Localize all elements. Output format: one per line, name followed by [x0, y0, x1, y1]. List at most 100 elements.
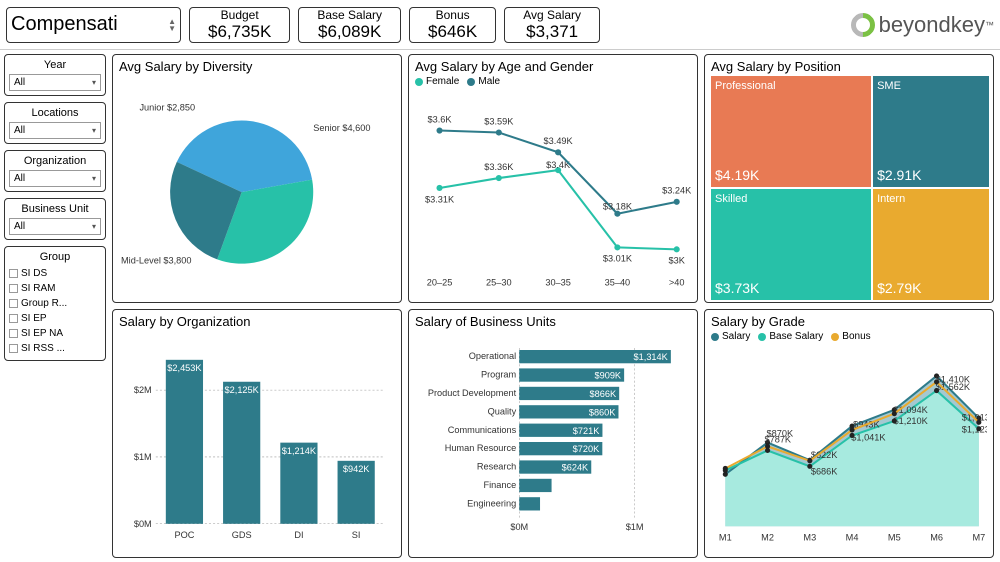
area-point[interactable] — [850, 433, 855, 438]
area-point[interactable] — [934, 379, 939, 384]
filter-select[interactable]: All ▾ — [9, 122, 101, 139]
checkbox-icon[interactable] — [9, 344, 18, 353]
logo: beyondkey ™ — [851, 12, 994, 38]
chevron-down-icon: ▾ — [92, 174, 96, 183]
y-axis-label: Research — [477, 462, 516, 472]
logo-tm: ™ — [985, 20, 994, 30]
x-axis-label: >40 — [669, 278, 685, 288]
chevron-down-icon: ▾ — [92, 78, 96, 87]
treemap-cell[interactable]: Intern $2.79K — [873, 189, 989, 300]
y-axis-label: Communications — [448, 425, 517, 435]
filter-select[interactable]: All ▾ — [9, 170, 101, 187]
y-axis-label: $1M — [134, 452, 152, 462]
checkbox-icon[interactable] — [9, 269, 18, 278]
area-point[interactable] — [976, 426, 981, 431]
y-axis-label: Quality — [488, 406, 517, 416]
bar-value-label: $866K — [590, 389, 617, 399]
filter-label: Locations — [9, 107, 101, 119]
x-axis-label: GDS — [232, 530, 252, 540]
kpi-label: Bonus — [428, 8, 477, 22]
title-spinner[interactable]: ▲ ▼ — [168, 18, 176, 32]
treemap-cell[interactable]: Skilled $3.73K — [711, 189, 871, 300]
area-point[interactable] — [765, 444, 770, 449]
chevron-down-icon: ▾ — [92, 222, 96, 231]
legend-item: Female — [415, 76, 459, 87]
line-legend: FemaleMale — [415, 76, 691, 87]
x-axis-label: $1M — [626, 522, 644, 532]
bar-value-label: $624K — [562, 463, 589, 473]
checkbox-icon[interactable] — [9, 314, 18, 323]
legend-item: Base Salary — [758, 331, 823, 342]
area-point[interactable] — [807, 458, 812, 463]
line-point[interactable] — [674, 246, 680, 252]
area-point[interactable] — [976, 420, 981, 425]
area-point[interactable] — [850, 427, 855, 432]
y-axis-label: Human Resource — [445, 443, 517, 453]
filter-organization: Organization All ▾ — [4, 150, 106, 192]
checkbox-icon[interactable] — [9, 299, 18, 308]
filter-locations: Locations All ▾ — [4, 102, 106, 144]
group-item[interactable]: SI EP — [9, 311, 101, 326]
hbar[interactable] — [519, 497, 540, 510]
filter-label: Organization — [9, 155, 101, 167]
header: Compensati ▲ ▼ Budget $6,735K Base Salar… — [0, 0, 1000, 50]
page-title-box: Compensati ▲ ▼ — [6, 7, 181, 43]
x-axis-label: 30–35 — [545, 278, 571, 288]
checkbox-icon[interactable] — [9, 284, 18, 293]
group-item-label: SI RSS ... — [21, 341, 65, 356]
area-point[interactable] — [892, 411, 897, 416]
point-label: $3.59K — [484, 116, 514, 126]
kpi-value: $646K — [428, 22, 477, 42]
group-item[interactable]: Group R... — [9, 296, 101, 311]
checkbox-icon[interactable] — [9, 329, 18, 338]
chevron-down-icon[interactable]: ▼ — [168, 25, 176, 32]
group-item-label: SI DS — [21, 266, 47, 281]
filter-select[interactable]: All ▾ — [9, 74, 101, 91]
panel-title: Avg Salary by Age and Gender — [415, 59, 691, 74]
sidebar: Year All ▾ Locations All ▾ Organization … — [0, 50, 110, 562]
line-point[interactable] — [436, 127, 442, 133]
treemap-cell-name: SME — [877, 80, 985, 92]
line-point[interactable] — [555, 149, 561, 155]
x-axis-label: SI — [352, 530, 361, 540]
bar-value-label: $1,214K — [282, 446, 317, 456]
y-axis-label: Product Development — [428, 388, 517, 398]
panel-bu-hbar: Salary of Business Units $0M$1MOperation… — [408, 309, 698, 558]
x-axis-label: M2 — [761, 533, 774, 543]
line-point[interactable] — [436, 185, 442, 191]
area-point[interactable] — [934, 388, 939, 393]
filter-year: Year All ▾ — [4, 54, 106, 96]
pie-label: Junior $2,850 — [139, 102, 195, 112]
x-axis-label: M3 — [803, 533, 816, 543]
area-point[interactable] — [807, 464, 812, 469]
group-item[interactable]: SI RSS ... — [9, 341, 101, 356]
x-axis-label: $0M — [510, 522, 528, 532]
treemap-cell[interactable]: Professional $4.19K — [711, 76, 871, 187]
area-fill[interactable] — [725, 391, 979, 527]
line-point[interactable] — [674, 199, 680, 205]
filter-select[interactable]: All ▾ — [9, 218, 101, 235]
bar[interactable] — [223, 382, 260, 524]
group-label: Group — [9, 251, 101, 263]
bar[interactable] — [166, 360, 203, 524]
group-item[interactable]: SI RAM — [9, 281, 101, 296]
bar-value-label: $942K — [343, 464, 370, 474]
kpi-value: $6,089K — [317, 22, 382, 42]
treemap-cell-name: Skilled — [715, 193, 867, 205]
hbar[interactable] — [519, 479, 551, 492]
legend-item: Bonus — [831, 331, 870, 342]
line-point[interactable] — [496, 175, 502, 181]
filter-value: All — [14, 125, 25, 136]
area-point[interactable] — [892, 418, 897, 423]
group-item[interactable]: SI DS — [9, 266, 101, 281]
filter-value: All — [14, 77, 25, 88]
group-item-label: SI EP — [21, 311, 47, 326]
line-point[interactable] — [614, 244, 620, 250]
point-label: $3.24K — [662, 186, 691, 196]
area-point[interactable] — [723, 466, 728, 471]
y-axis-label: Finance — [484, 480, 517, 490]
group-item[interactable]: SI EP NA — [9, 326, 101, 341]
treemap-cell[interactable]: SME $2.91K — [873, 76, 989, 187]
area-legend: SalaryBase SalaryBonus — [711, 331, 987, 342]
line-point[interactable] — [496, 129, 502, 135]
